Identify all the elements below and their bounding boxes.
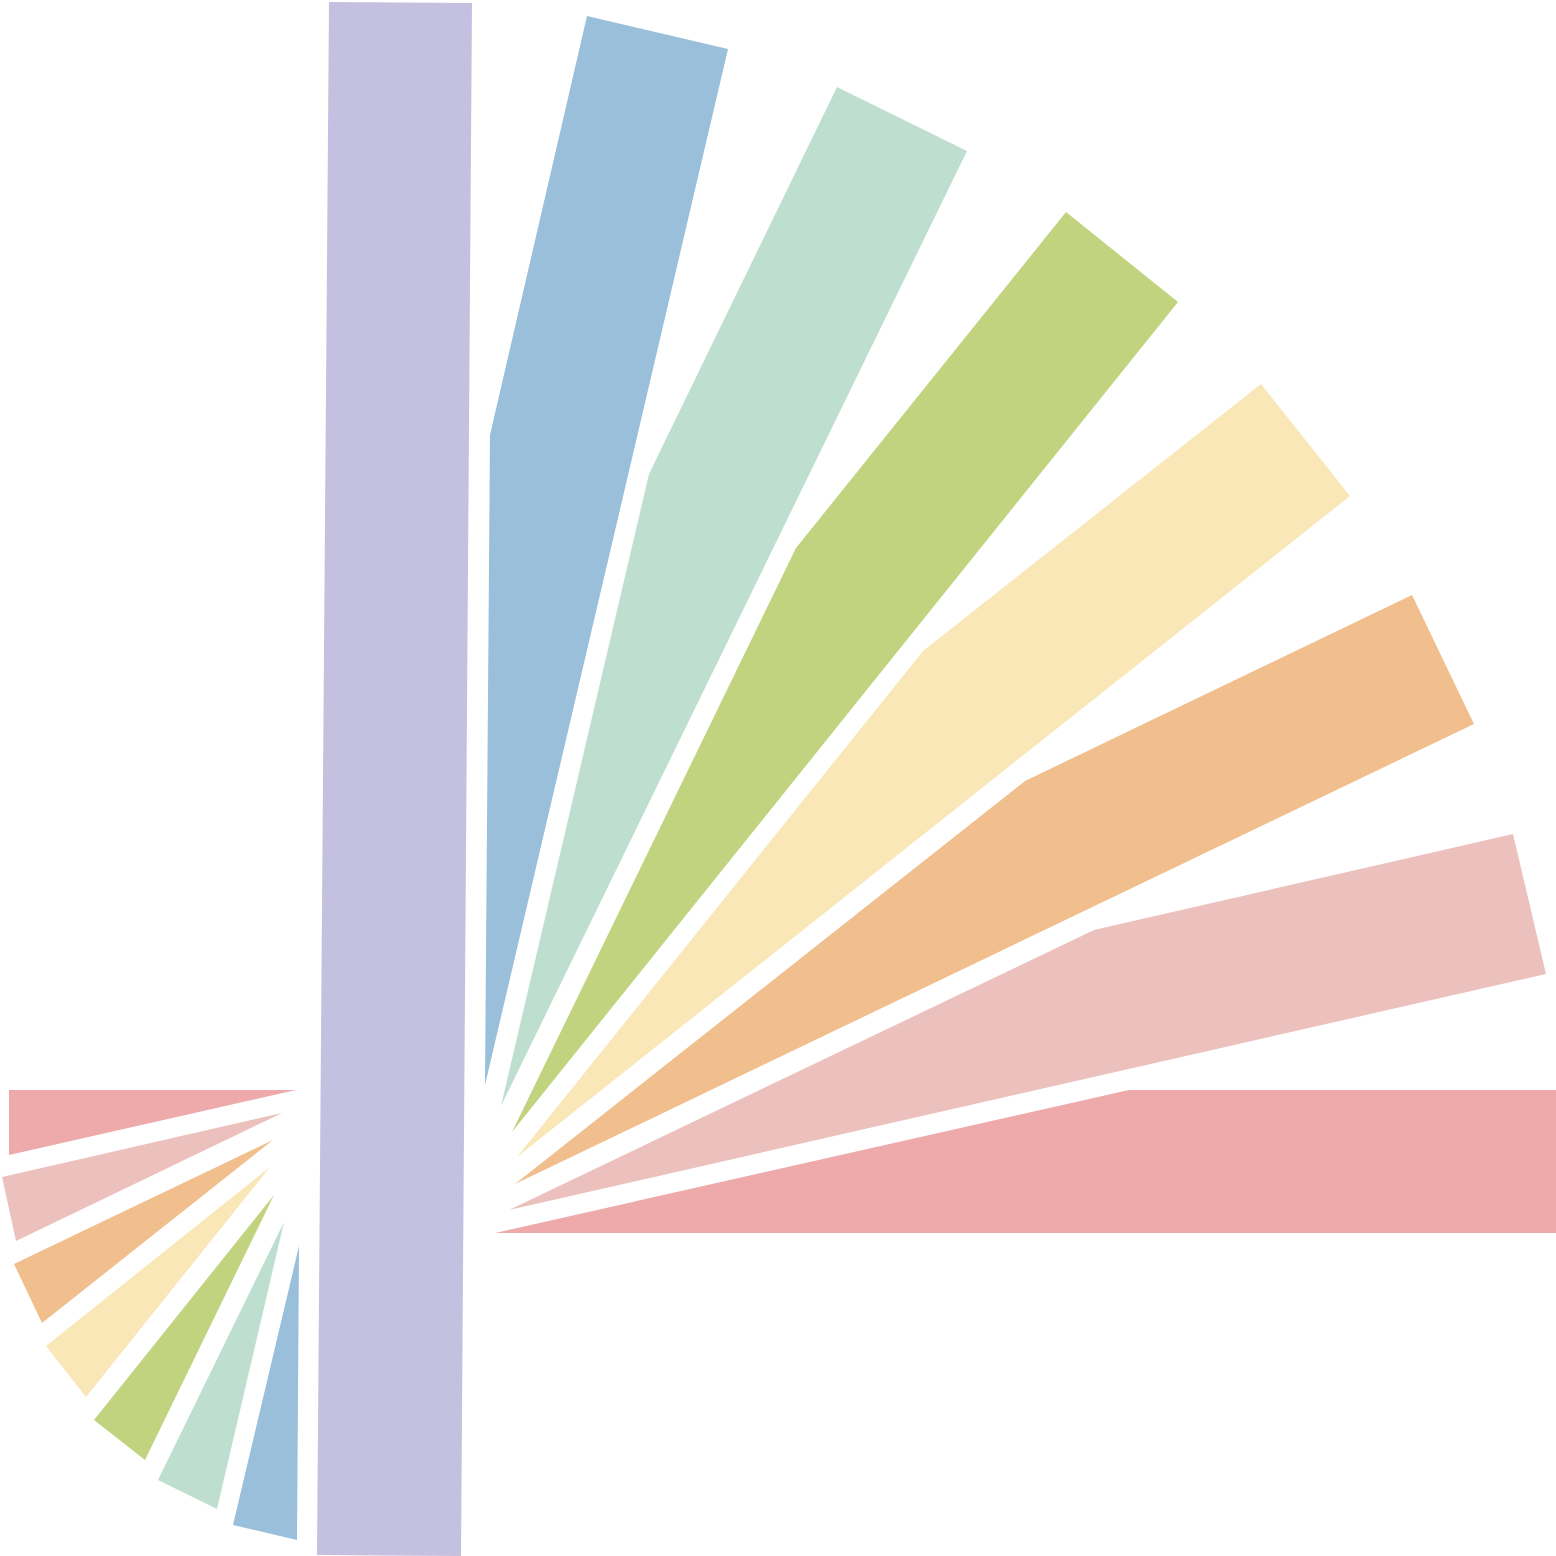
lower-mint-ray xyxy=(158,1222,284,1509)
upper-orange-ray xyxy=(515,595,1474,1184)
upper-green-ray xyxy=(512,212,1178,1132)
upper-yellow-ray xyxy=(517,384,1350,1157)
lower-orange-ray xyxy=(14,1140,273,1323)
lower-yellow-ray xyxy=(46,1167,270,1397)
upper-mint-ray xyxy=(501,87,967,1106)
lower-blue-ray xyxy=(233,1246,299,1540)
upper-light-pink-ray xyxy=(509,834,1546,1210)
upper-blue-ray xyxy=(485,16,728,1085)
lower-pink-ray xyxy=(9,1090,296,1155)
upper-pink-ray xyxy=(495,1090,1556,1233)
lavender-vertical-bar xyxy=(317,2,472,1556)
lower-light-pink-ray xyxy=(2,1113,282,1241)
lower-green-ray xyxy=(94,1195,274,1460)
